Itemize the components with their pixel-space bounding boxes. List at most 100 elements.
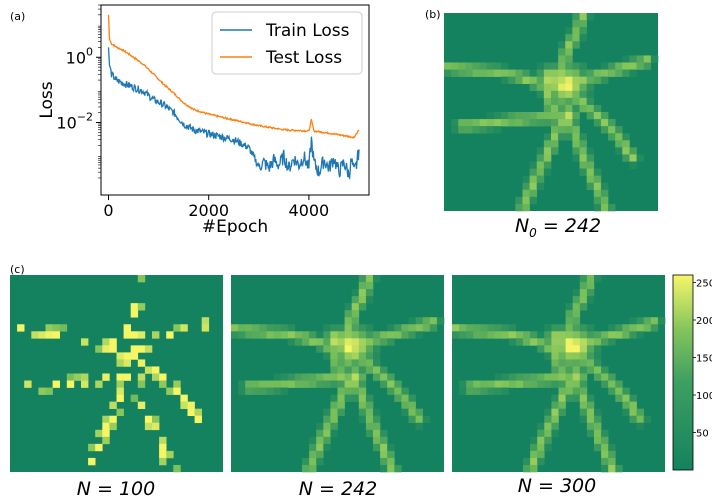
heatmap-cell [551,62,559,70]
heatmap-cell [365,401,374,409]
heatmap-cell [515,69,523,77]
heatmap-cell [543,112,552,120]
heatmap-cell [558,90,566,99]
heatmap-cell [572,133,580,141]
heatmap-cell [102,373,110,381]
heatmap-cell [543,69,552,77]
heatmap-cell [523,457,531,466]
heatmap-cell [479,69,488,77]
heatmap-cell [337,345,345,353]
heatmap-cell [330,408,338,417]
heatmap-cell [608,69,616,77]
heatmap-cell [280,324,289,332]
heatmap-cell [558,69,566,77]
heatmap-cell [600,203,609,212]
heatmap-cell [572,90,580,99]
heatmap-cell [166,331,174,339]
heatmap-cell [558,76,566,85]
heatmap-cell [565,97,573,106]
heatmap-cell [130,310,139,318]
heatmap-cell [586,429,595,438]
heatmap-cell [387,324,395,332]
heatmap-cell [344,317,352,325]
heatmap-cell [394,324,402,332]
heatmap-cell [472,126,480,134]
heatmap-cell [586,168,595,176]
heatmap-cell [102,338,110,346]
heatmap-cell [529,83,538,92]
heatmap-cell [351,338,360,346]
heatmap-cell [259,324,267,332]
heatmap-cell [650,55,659,63]
heatmap-cell [572,359,581,367]
heatmap-cell [302,331,310,339]
heatmap-cell [330,380,338,388]
heatmap-cell [494,387,502,395]
heatmap-cell [593,104,602,113]
heatmap-cell [629,154,637,162]
heatmap-cell [572,373,581,381]
heatmap-cell [536,83,545,92]
heatmap-cell [130,303,139,311]
heatmap-cell [493,126,502,134]
legend: Train Loss Test Loss [211,11,363,75]
heatmap-cell [358,303,367,311]
heatmap-cell [102,429,110,438]
heatmap-cell [159,443,167,452]
heatmap-cell [551,380,559,388]
heatmap-cell [458,126,466,134]
heatmap-cell [594,275,602,283]
heatmap-cell [373,422,381,431]
heatmap-cell [530,331,538,339]
heatmap-cell [486,119,495,127]
heatmap-cell [365,275,374,283]
heatmap-cell [373,373,381,381]
heatmap-cell [565,324,573,332]
heatmap-cell [344,380,352,388]
heatmap-cell [394,394,402,402]
heatmap-n-242 [231,275,445,473]
heatmap-cell [579,380,588,388]
heatmap-cell [330,422,338,431]
heatmap-cell [543,76,552,85]
heatmap-cell [572,13,580,21]
heatmap-cell [415,331,423,339]
heatmap-cell [309,464,317,473]
heatmap-cell [316,380,324,388]
heatmap-cell [508,373,517,381]
heatmap-cell [586,296,595,304]
heatmap-cell [572,112,580,120]
heatmap-cell [572,83,580,92]
heatmap-cell [373,415,381,424]
heatmap-cell [373,345,381,353]
heatmap-cell [323,408,331,417]
heatmap-cell [579,338,588,346]
heatmap-cell [344,345,352,353]
heatmap-cell [601,366,609,374]
heatmap-cell [579,345,588,353]
heatmap-cell [543,90,552,99]
heatmap-cell [159,436,167,445]
heatmap-cell [109,415,117,424]
heatmap-cell [586,83,595,92]
heatmap-cell [323,415,331,424]
heatmap-cell [643,62,652,70]
heatmap-cell [373,275,381,283]
heatmap-cell [508,69,516,77]
heatmap-cell [558,324,566,332]
heatmap-cell [337,324,345,332]
colorbar-tick-label: 100 [696,391,712,402]
heatmap-cell [537,338,545,346]
heatmap-cell [544,373,552,381]
heatmap-cell [487,324,495,332]
heatmap-cell [337,331,345,339]
heatmap-cell [594,331,602,339]
series-line-train-loss [107,47,360,181]
heatmap-cell [551,147,559,155]
heatmap-cell [543,140,552,148]
colorbar-tick-label: 200 [696,316,712,327]
heatmap-cell [601,436,609,445]
heatmap-cell [501,112,509,120]
x-tick-label: 4000 [289,201,330,220]
